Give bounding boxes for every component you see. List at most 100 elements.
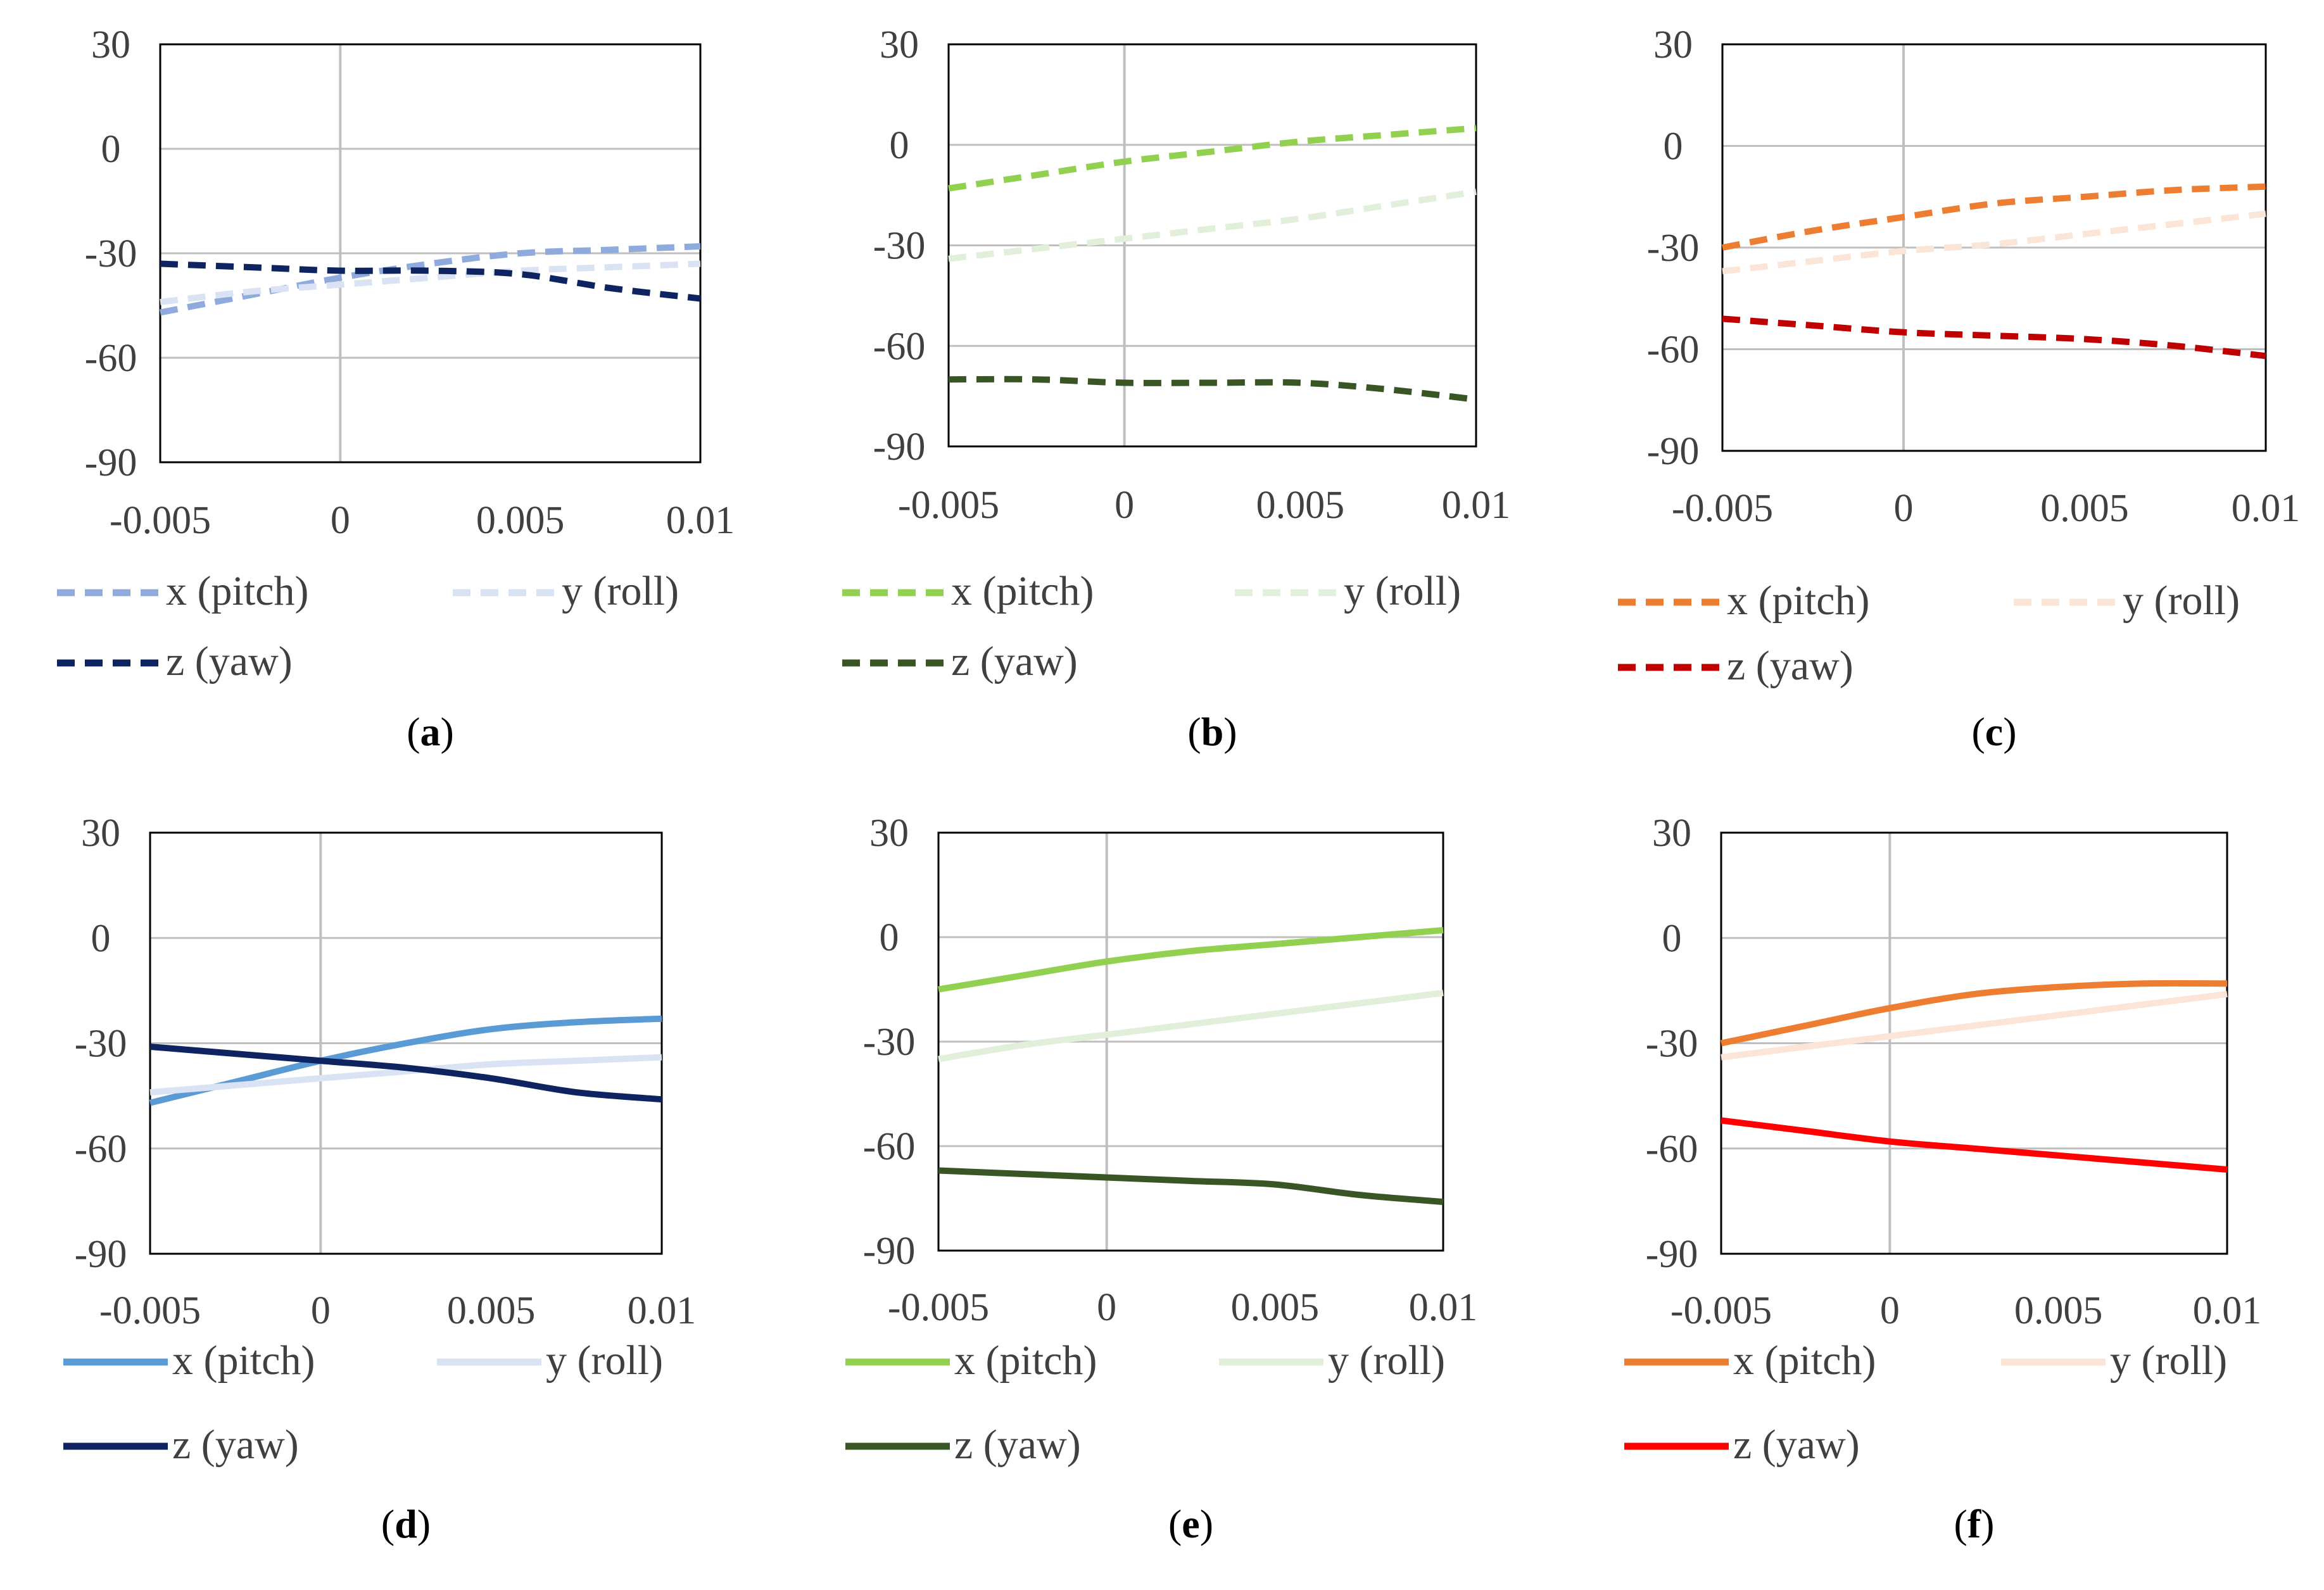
legend-label-1: x (pitch) [172,1337,315,1384]
y-tick-label: -90 [1647,430,1700,473]
caption-paren-close: ) [2003,709,2016,754]
x-tick-label: 0.01 [2232,487,2301,530]
chart-b: 30 0 -30 -60 -90 -0.005 0 0.005 0.01 x (pitch) y (… [842,23,1510,754]
plot-frame [947,43,1477,448]
x-tick-label: 0 [311,1289,331,1332]
caption-paren-close: ) [417,1501,431,1546]
legend-label-2: y (roll) [562,568,679,614]
panel-caption: (f) [1954,1501,1995,1546]
y-tick-label: -30 [873,225,926,268]
legend-label-2: y (roll) [1328,1337,1445,1384]
x-tick-label: 0.01 [1409,1286,1478,1329]
series-line-2 [1721,990,2228,1061]
y-tick-label: 0 [101,128,121,171]
legend-label-2: y (roll) [2123,577,2240,624]
caption-paren-open: ( [407,709,420,754]
x-tick-label: -0.005 [1672,487,1773,530]
series-line-2 [1722,210,2266,275]
series-line-2 [948,188,1477,262]
panel-caption: (c) [1971,709,2016,754]
caption-paren-close: ) [1200,1501,1213,1546]
y-tick-label: -90 [873,426,926,469]
plot-frame [149,831,663,1255]
panel-caption: (e) [1168,1501,1213,1546]
y-tick-label: 30 [1653,23,1693,66]
x-tick-label: 0.005 [447,1289,536,1332]
series-line-2 [160,260,701,305]
y-tick-label: 0 [91,917,111,960]
caption-letter: d [395,1501,417,1546]
x-tick-label: 0 [1115,484,1134,527]
y-tick-label: -30 [75,1023,127,1066]
legend-label-3: z (yaw) [1733,1422,1860,1468]
x-tick-label: 0 [1894,487,1914,530]
x-tick-label: -0.005 [1670,1289,1772,1332]
caption-letter: b [1201,709,1224,754]
caption-paren-close: ) [1223,709,1237,754]
series-line-2 [938,990,1444,1063]
caption-paren-open: ( [1971,709,1985,754]
x-tick-label: 0.01 [666,499,735,542]
y-tick-label: 30 [91,23,130,66]
caption-paren-open: ( [1954,1501,1967,1546]
chart-c: 30 0 -30 -60 -90 -0.005 0 0.005 0.01 x (pitch) y (… [1618,23,2300,754]
series-line-3 [1722,315,2266,360]
y-tick-label: -60 [85,337,137,380]
x-tick-label: 0.01 [2193,1289,2262,1332]
series-line-1 [160,243,701,316]
panel-caption: (a) [407,709,454,754]
series-line-1 [149,1015,662,1106]
legend-label-3: z (yaw) [954,1422,1081,1468]
chart-e: 30 0 -30 -60 -90 -0.005 0 0.005 0.01 x (pitch) y (… [845,812,1477,1546]
caption-paren-open: ( [1187,709,1201,754]
plot-frame [159,43,702,464]
caption-paren-close: ) [441,709,454,754]
x-tick-label: 0.005 [1231,1286,1320,1329]
caption-paren-open: ( [1168,1501,1182,1546]
x-tick-label: -0.005 [888,1286,989,1329]
caption-paren-close: ) [1981,1501,1994,1546]
y-tick-label: 30 [1652,812,1691,855]
legend-label-3: z (yaw) [166,638,293,685]
legend-label-2: y (roll) [546,1337,663,1384]
x-tick-label: -0.005 [99,1289,201,1332]
series-line-3 [1721,1117,2228,1173]
y-tick-label: -30 [1647,227,1700,270]
series-line-2 [149,1054,662,1096]
legend-label-1: x (pitch) [951,568,1094,614]
caption-letter: f [1967,1501,1981,1546]
y-tick-label: 30 [869,812,909,855]
legend-label-1: x (pitch) [954,1337,1097,1384]
legend-label-3: z (yaw) [172,1422,299,1468]
chart-d: 30 0 -30 -60 -90 -0.005 0 0.005 0.01 x (pitch) y (… [63,812,696,1546]
x-tick-label: 0.005 [1256,484,1345,527]
y-tick-label: -30 [1646,1023,1698,1066]
series-line-1 [1720,980,2228,1047]
x-tick-label: 0.005 [2040,487,2129,530]
y-tick-label: -60 [1646,1128,1698,1171]
y-tick-label: 0 [880,916,899,959]
y-tick-label: 0 [1662,917,1682,960]
caption-letter: a [420,709,441,754]
caption-letter: c [1985,709,2003,754]
legend-label-3: z (yaw) [951,638,1078,685]
x-tick-label: 0.01 [628,1289,697,1332]
y-tick-label: -90 [75,1233,127,1276]
y-tick-label: -90 [85,441,137,484]
x-tick-label: 0.005 [2014,1289,2103,1332]
legend-label-3: z (yaw) [1727,643,1854,689]
series-line-3 [160,260,701,302]
y-tick-label: -60 [873,325,926,368]
y-tick-label: 30 [81,812,120,855]
legend-label-1: x (pitch) [1733,1337,1876,1384]
series-line-1 [938,927,1444,993]
x-tick-label: -0.005 [110,499,211,542]
legend-label-1: x (pitch) [1727,577,1869,624]
x-tick-label: 0.005 [476,499,565,542]
legend-label-1: x (pitch) [166,568,308,614]
y-tick-label: 0 [890,124,909,167]
series-line-3 [948,375,1477,403]
x-tick-label: -0.005 [898,484,999,527]
